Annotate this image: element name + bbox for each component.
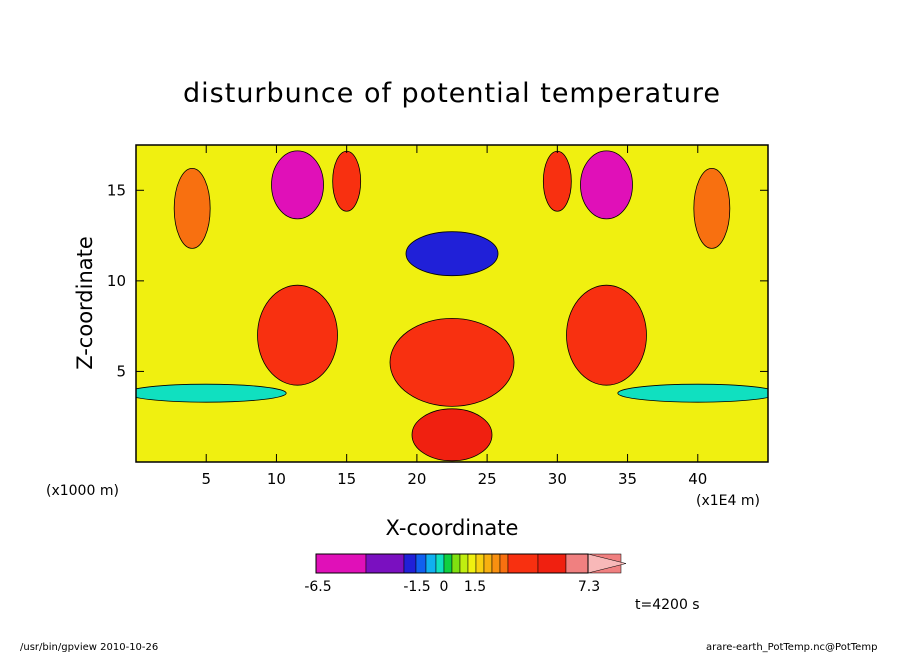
- contour-feature: [411, 408, 493, 462]
- contour-feature: [693, 167, 731, 249]
- colorbar: -6.5 -1.5 0 1.5 7.3: [304, 553, 627, 595]
- contour-feature: [542, 150, 572, 212]
- colorbar-swatch: [491, 553, 501, 574]
- x-tick-label: 5: [201, 470, 211, 488]
- time-label: t=4200 s: [635, 597, 700, 613]
- colorbar-swatch: [499, 553, 509, 574]
- colorbar-swatch: [507, 553, 539, 574]
- plot-area: [136, 145, 768, 462]
- colorbar-label: 7.3: [578, 579, 600, 595]
- x-tick-label: 35: [618, 470, 637, 488]
- y-tick-label: 5: [116, 362, 126, 380]
- colorbar-swatch: [475, 553, 485, 574]
- colorbar-swatch: [451, 553, 461, 574]
- colorbar-swatch: [443, 553, 453, 574]
- colorbar-swatch: [537, 553, 567, 574]
- colorbar-swatch: [483, 553, 493, 574]
- x-axis-unit: (x1E4 m): [696, 493, 760, 509]
- y-tick-label: 10: [107, 272, 126, 290]
- chart-title: disturbunce of potential temperature: [183, 78, 721, 109]
- colorbar-label: 0: [440, 579, 449, 595]
- y-axis: 5 10 15: [107, 181, 768, 380]
- y-tick-label: 15: [107, 181, 126, 199]
- colorbar-swatch: [415, 553, 427, 574]
- contour-feature: [136, 383, 287, 403]
- contour-feature: [566, 284, 647, 386]
- colorbar-swatch: [459, 553, 469, 574]
- colorbar-label: 1.5: [464, 579, 486, 595]
- x-tick-label: 30: [548, 470, 567, 488]
- x-tick-label: 15: [337, 470, 356, 488]
- colorbar-frame: [315, 553, 589, 574]
- footer-left: /usr/bin/gpview 2010-10-26: [20, 642, 158, 653]
- y-axis-label: Z-coordinate: [73, 236, 97, 370]
- footer-right: arare-earth_PotTemp.nc@PotTemp: [706, 642, 877, 653]
- x-tick-label: 25: [478, 470, 497, 488]
- colorbar-swatch: [435, 553, 445, 574]
- x-tick-label: 40: [688, 470, 707, 488]
- contour-feature: [271, 150, 324, 220]
- contour-feature: [257, 284, 338, 386]
- contour-feature: [389, 317, 515, 407]
- contour-feature: [173, 167, 211, 249]
- colorbar-swatch: [365, 553, 405, 574]
- colorbar-label: -6.5: [304, 579, 331, 595]
- y-axis-unit: (x1000 m): [46, 483, 119, 499]
- x-tick-label: 20: [407, 470, 426, 488]
- x-axis-label: X-coordinate: [386, 516, 519, 540]
- contour-feature: [580, 150, 633, 220]
- colorbar-swatch: [425, 553, 437, 574]
- contour-feature: [332, 150, 362, 212]
- contour-feature: [617, 383, 768, 403]
- contour-feature: [405, 231, 499, 277]
- plot-frame: [135, 144, 769, 463]
- colorbar-swatch: [467, 553, 477, 574]
- colorbar-swatch: [403, 553, 417, 574]
- x-axis: 5 10 15 20 25 30 35 40: [201, 145, 707, 488]
- colorbar-label: -1.5: [403, 579, 430, 595]
- colorbar-swatch: [315, 553, 367, 574]
- x-tick-label: 10: [267, 470, 286, 488]
